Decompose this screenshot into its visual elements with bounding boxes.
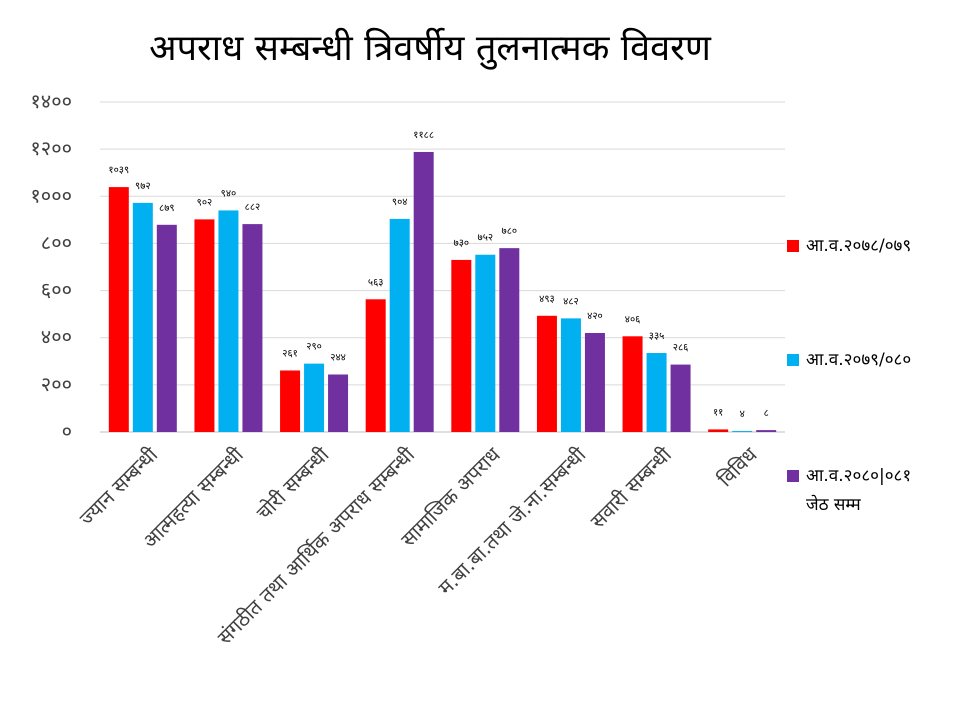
x-category-label: ज्यान सम्बन्धी: [75, 442, 163, 530]
data-label: ९४०: [221, 188, 237, 199]
y-tick-label: २००: [41, 372, 72, 396]
data-label: ८७९: [159, 203, 175, 214]
x-axis: ज्यान सम्बन्धीआत्महत्या सम्बन्धी चोरी सम्…: [75, 442, 763, 649]
data-label: ४०६: [625, 314, 641, 325]
bar: [413, 151, 434, 432]
data-label: ३३५: [649, 331, 665, 342]
bar: [708, 429, 729, 432]
data-label: ८८२: [245, 202, 261, 213]
bar: [732, 431, 753, 432]
legend: आ.व.२०७८/०७९ आ.व.२०७९/०८० आ.व.२०८०|०८१ जेठ …: [787, 236, 911, 515]
bar: [328, 374, 349, 432]
legend-label: आ.व.२०७८/०७९: [806, 236, 911, 256]
legend-label-line2: जेठ सम्म: [806, 494, 861, 515]
bar: [108, 187, 129, 432]
chart-title: अपराध सम्बन्धी त्रिवर्षीय तुलनात्मक विवर…: [149, 28, 711, 69]
bar: [622, 336, 643, 432]
y-tick-label: ०: [62, 419, 72, 443]
data-label: ७३०: [454, 238, 470, 249]
bar: [475, 254, 496, 432]
bar: [536, 315, 557, 432]
legend-swatch: [787, 240, 799, 252]
bar: [389, 218, 410, 432]
data-label: २४४: [330, 352, 346, 363]
data-label: ९०४: [392, 197, 408, 208]
legend-swatch: [787, 354, 799, 366]
data-label: २८६: [673, 343, 689, 354]
bar: [499, 248, 520, 432]
y-tick-label: १०००: [30, 183, 72, 207]
legend-label: आ.व.२०७९/०८०: [806, 350, 911, 370]
bar: [218, 210, 239, 432]
data-label: ११८८: [413, 130, 434, 141]
bar: [451, 259, 472, 432]
data-label: ११: [713, 407, 723, 418]
data-label: ४: [740, 409, 745, 420]
data-label: ७८०: [502, 226, 518, 237]
y-tick-label: ८००: [41, 230, 72, 254]
x-category-label: म.बा.बा.तथा जे.ना.सम्बन्धी: [433, 442, 591, 600]
bar: [756, 430, 777, 432]
data-labels: १०३९ ९०२ २६१ ५६३ ७३० ४९३ ४०६ ११ ९७२ ९४० २९० ९०४ ७५२ ४…: [108, 130, 768, 420]
data-label: २६१: [282, 348, 298, 359]
bar: [156, 224, 177, 432]
bar: [280, 370, 301, 432]
legend-label: आ.व.२०८०|०८१: [806, 466, 911, 486]
y-tick-label: ६००: [41, 278, 72, 302]
y-tick-label: १४००: [30, 89, 72, 113]
bar: [646, 353, 667, 432]
data-label: ५६३: [368, 277, 384, 288]
data-label: ४२०: [587, 311, 603, 322]
bar: [560, 318, 581, 432]
data-label: ४९३: [539, 294, 555, 305]
x-category-label: विविध: [713, 442, 762, 491]
data-label: ७५२: [478, 233, 494, 244]
data-label: १०३९: [108, 165, 129, 176]
bar: [304, 363, 325, 432]
data-label: ९७२: [135, 181, 151, 192]
x-category-label: चोरी सम्बन्धी: [252, 442, 335, 525]
bar: [365, 299, 386, 432]
data-label: ९०२: [197, 197, 213, 208]
bar: [132, 202, 153, 432]
bars: [108, 151, 777, 432]
bar: [670, 364, 691, 432]
y-axis: ० २०० ४०० ६०० ८०० १००० १२०० १४००: [30, 89, 72, 443]
bar: [242, 224, 263, 432]
data-label: २९०: [306, 342, 322, 353]
x-category-label: सवारी सम्बन्धी: [586, 442, 677, 533]
legend-swatch: [787, 470, 799, 482]
bar: [194, 219, 215, 432]
data-label: ४८२: [563, 296, 579, 307]
y-tick-label: १२००: [30, 136, 72, 160]
data-label: ८: [764, 408, 769, 419]
y-tick-label: ४००: [41, 325, 72, 349]
bar: [584, 333, 605, 432]
